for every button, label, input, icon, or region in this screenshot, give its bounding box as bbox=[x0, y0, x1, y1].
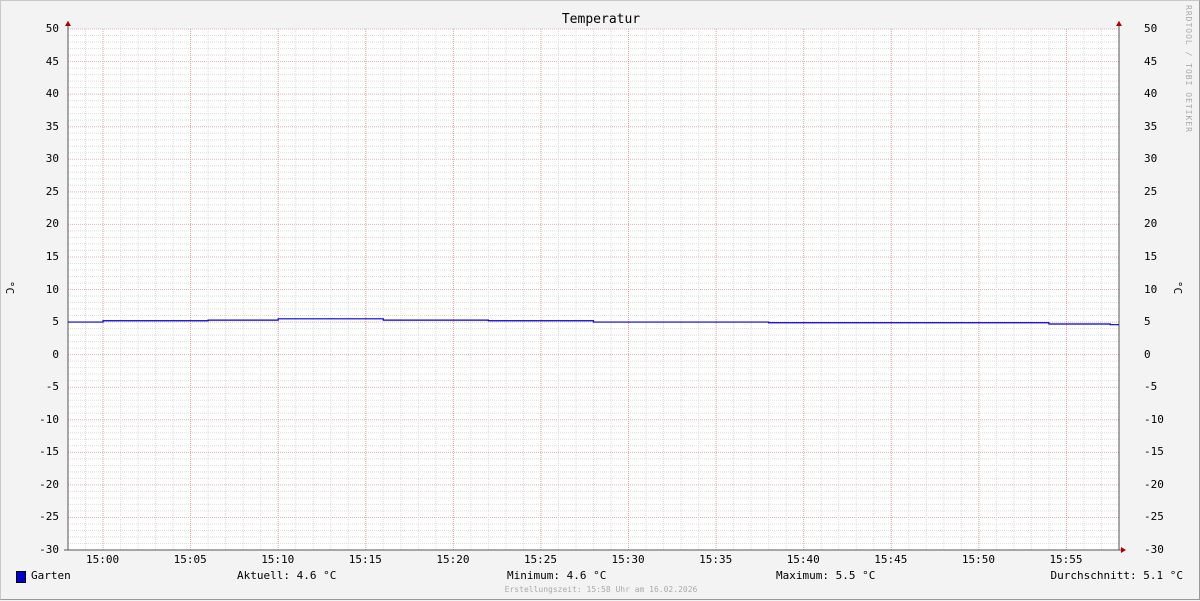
y-tick-label: 50 bbox=[45, 22, 59, 35]
y-tick-label: -25 bbox=[39, 510, 59, 524]
y-tick-label: 50 bbox=[1144, 22, 1158, 35]
y-tick-label: -20 bbox=[39, 477, 59, 491]
y-tick-label: 5 bbox=[52, 315, 59, 329]
y-tick-label: 45 bbox=[45, 54, 59, 68]
legend-series-name: Garten bbox=[31, 569, 71, 582]
y-tick-label: 15 bbox=[1144, 249, 1158, 263]
legend-minimum: Minimum: 4.6 °C bbox=[507, 569, 607, 582]
y-tick-label: 40 bbox=[1144, 87, 1158, 101]
y-tick-label: 30 bbox=[1144, 152, 1158, 166]
y-tick-label: 0 bbox=[52, 347, 59, 361]
x-tick-label: 15:10 bbox=[261, 553, 295, 566]
x-tick-label: 15:25 bbox=[523, 553, 558, 566]
y-tick-label: -15 bbox=[1144, 445, 1164, 459]
legend-durchschnitt: Durchschnitt: 5.1 °C bbox=[1050, 569, 1183, 582]
y-tick-label: -25 bbox=[1144, 510, 1164, 524]
y-tick-label: -10 bbox=[39, 412, 59, 426]
y-axis-label-right: °C bbox=[1171, 280, 1185, 295]
y-tick-label: -30 bbox=[39, 543, 59, 556]
y-tick-label: -5 bbox=[45, 380, 59, 394]
y-tick-label: 35 bbox=[45, 119, 59, 133]
y-tick-label: -15 bbox=[39, 445, 59, 459]
x-tick-label: 15:50 bbox=[961, 553, 995, 566]
y-tick-label: -20 bbox=[1144, 477, 1164, 491]
y-tick-label: 5 bbox=[1144, 315, 1151, 329]
y-tick-label: 25 bbox=[1144, 184, 1158, 198]
arrow-up-icon bbox=[1116, 21, 1122, 26]
y-tick-label: 40 bbox=[45, 87, 59, 101]
legend-swatch bbox=[16, 571, 26, 583]
y-axis-label-left: °C bbox=[3, 280, 17, 295]
y-tick-label: -30 bbox=[1144, 543, 1164, 556]
x-tick-label: 15:45 bbox=[874, 553, 908, 566]
legend-maximum: Maximum: 5.5 °C bbox=[776, 569, 876, 582]
footer-timestamp: Erstellungszeit: 15:58 Uhr am 16.02.2026 bbox=[504, 585, 698, 594]
x-tick-label: 15:05 bbox=[173, 553, 207, 566]
x-tick-label: 15:35 bbox=[699, 553, 733, 566]
y-tick-label: 35 bbox=[1144, 119, 1158, 133]
y-tick-label: 0 bbox=[1144, 347, 1151, 361]
arrow-up-icon bbox=[65, 21, 71, 26]
series-line bbox=[68, 318, 1119, 326]
y-tick-label: 45 bbox=[1144, 54, 1158, 68]
y-tick-label: -5 bbox=[1144, 380, 1158, 394]
y-tick-label: 10 bbox=[45, 282, 59, 296]
y-tick-label: 15 bbox=[45, 249, 59, 263]
legend-aktuell: Aktuell: 4.6 °C bbox=[237, 569, 337, 582]
x-tick-label: 15:15 bbox=[348, 553, 382, 566]
y-tick-label: -10 bbox=[1144, 412, 1164, 426]
x-tick-label: 15:00 bbox=[86, 553, 120, 566]
y-tick-label: 30 bbox=[45, 152, 59, 166]
y-tick-label: 20 bbox=[1144, 217, 1158, 231]
x-tick-label: 15:30 bbox=[611, 553, 645, 566]
x-tick-label: 15:20 bbox=[436, 553, 470, 566]
y-tick-label: 20 bbox=[45, 217, 59, 231]
chart-title: Temperatur bbox=[561, 12, 641, 27]
x-tick-label: 15:55 bbox=[1049, 553, 1083, 566]
y-tick-label: 10 bbox=[1144, 282, 1158, 296]
watermark: RRDTOOL / TOBI OETIKER bbox=[1184, 5, 1193, 133]
x-tick-label: 15:40 bbox=[786, 553, 820, 566]
arrow-right-icon bbox=[1121, 547, 1126, 553]
y-tick-label: 25 bbox=[45, 184, 59, 198]
